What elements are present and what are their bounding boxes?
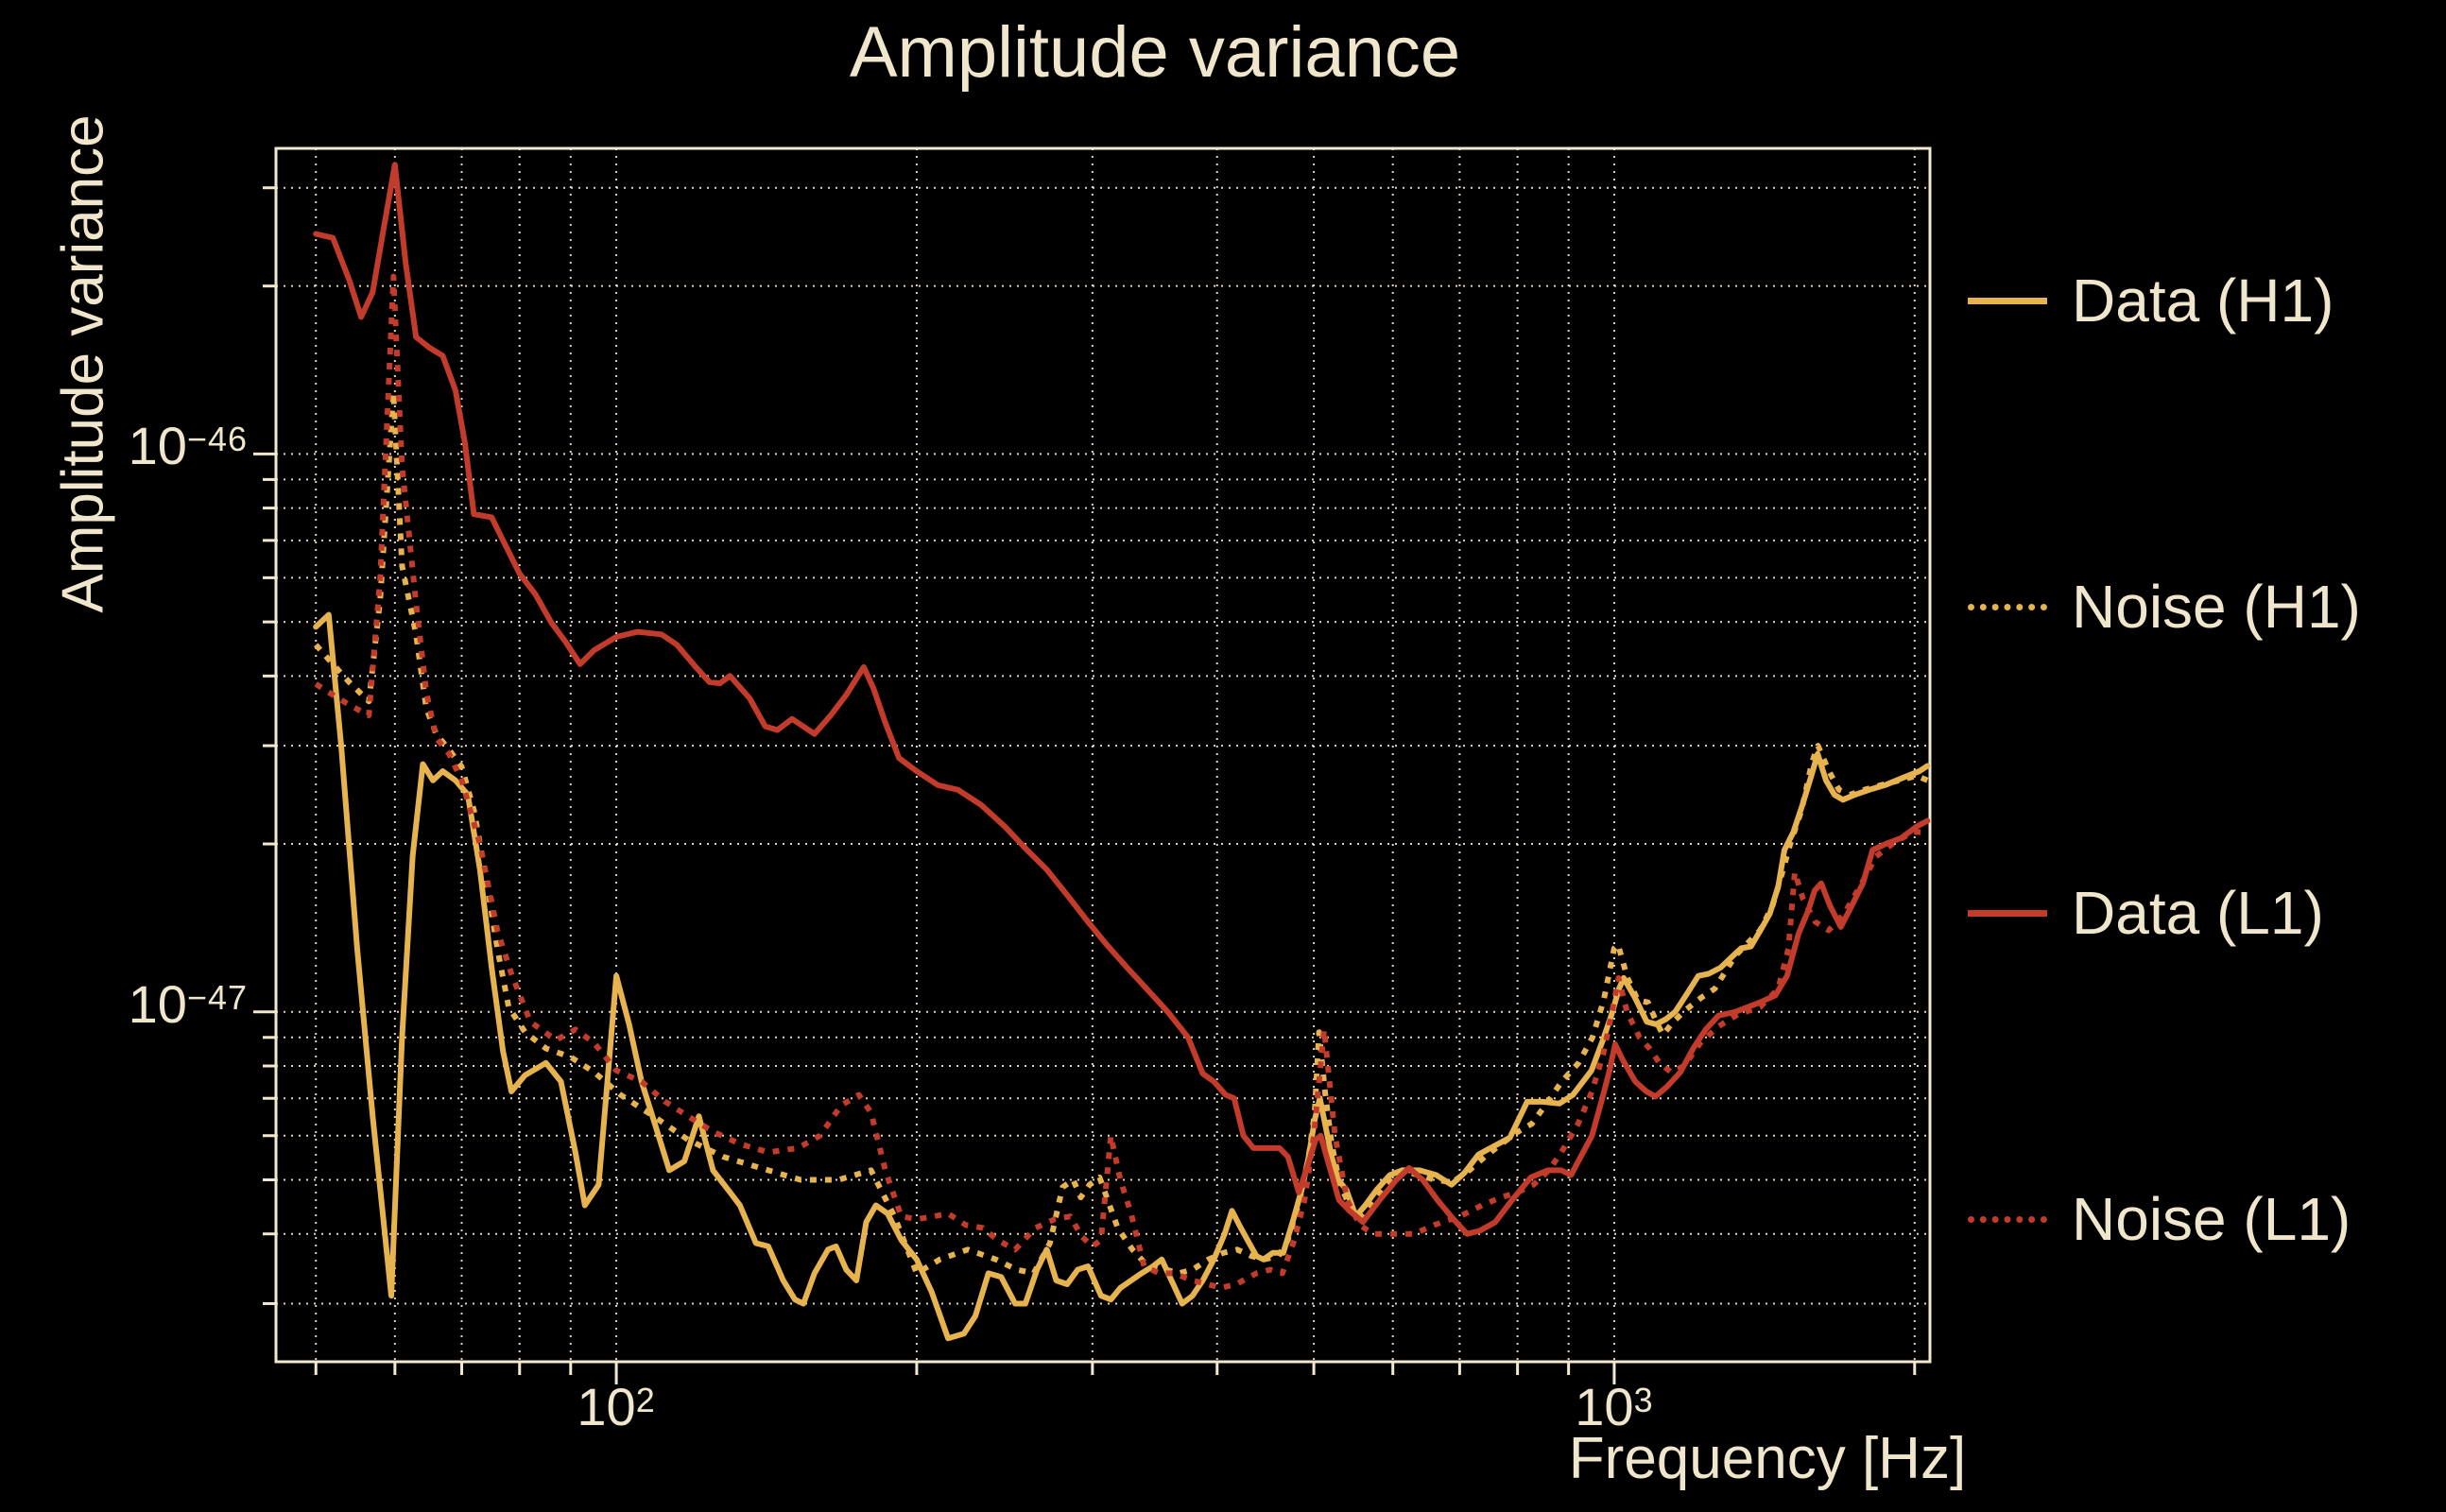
y-tick-label: 10−46 (128, 416, 248, 476)
legend-item-noise-h1: Noise (H1) (1968, 576, 2361, 637)
y-axis-label: Amplitude variance (50, 114, 116, 613)
chart-title: Amplitude variance (849, 12, 1461, 93)
legend-label: Data (H1) (2072, 266, 2334, 335)
series-line-data-l1- (313, 162, 1931, 1237)
x-axis-label: Frequency [Hz] (1568, 1426, 1967, 1491)
legend-item-data-h1: Data (H1) (1968, 270, 2334, 331)
plot-border (274, 146, 1932, 1364)
series-line-noise-h1- (313, 389, 1929, 1277)
series-line-data-h1- (313, 611, 1931, 1342)
y-tick-label: 10−47 (128, 973, 248, 1034)
legend-line-sample-dotted-yellow (1968, 603, 2047, 610)
legend-line-sample-dotted-red (1968, 1215, 2047, 1223)
legend-item-data-l1: Data (L1) (1968, 883, 2324, 943)
legend-label: Noise (L1) (2072, 1185, 2351, 1253)
series-line-noise-l1- (314, 273, 1926, 1291)
legend-label: Noise (H1) (2072, 573, 2361, 641)
legend-item-noise-l1: Noise (L1) (1968, 1189, 2351, 1249)
x-tick-label: 102 (577, 1377, 656, 1436)
legend-label: Data (L1) (2072, 879, 2324, 947)
x-tick-label: 103 (1575, 1377, 1654, 1436)
legend-line-sample-solid-yellow (1968, 297, 2047, 304)
legend-line-sample-solid-red (1968, 909, 2047, 917)
